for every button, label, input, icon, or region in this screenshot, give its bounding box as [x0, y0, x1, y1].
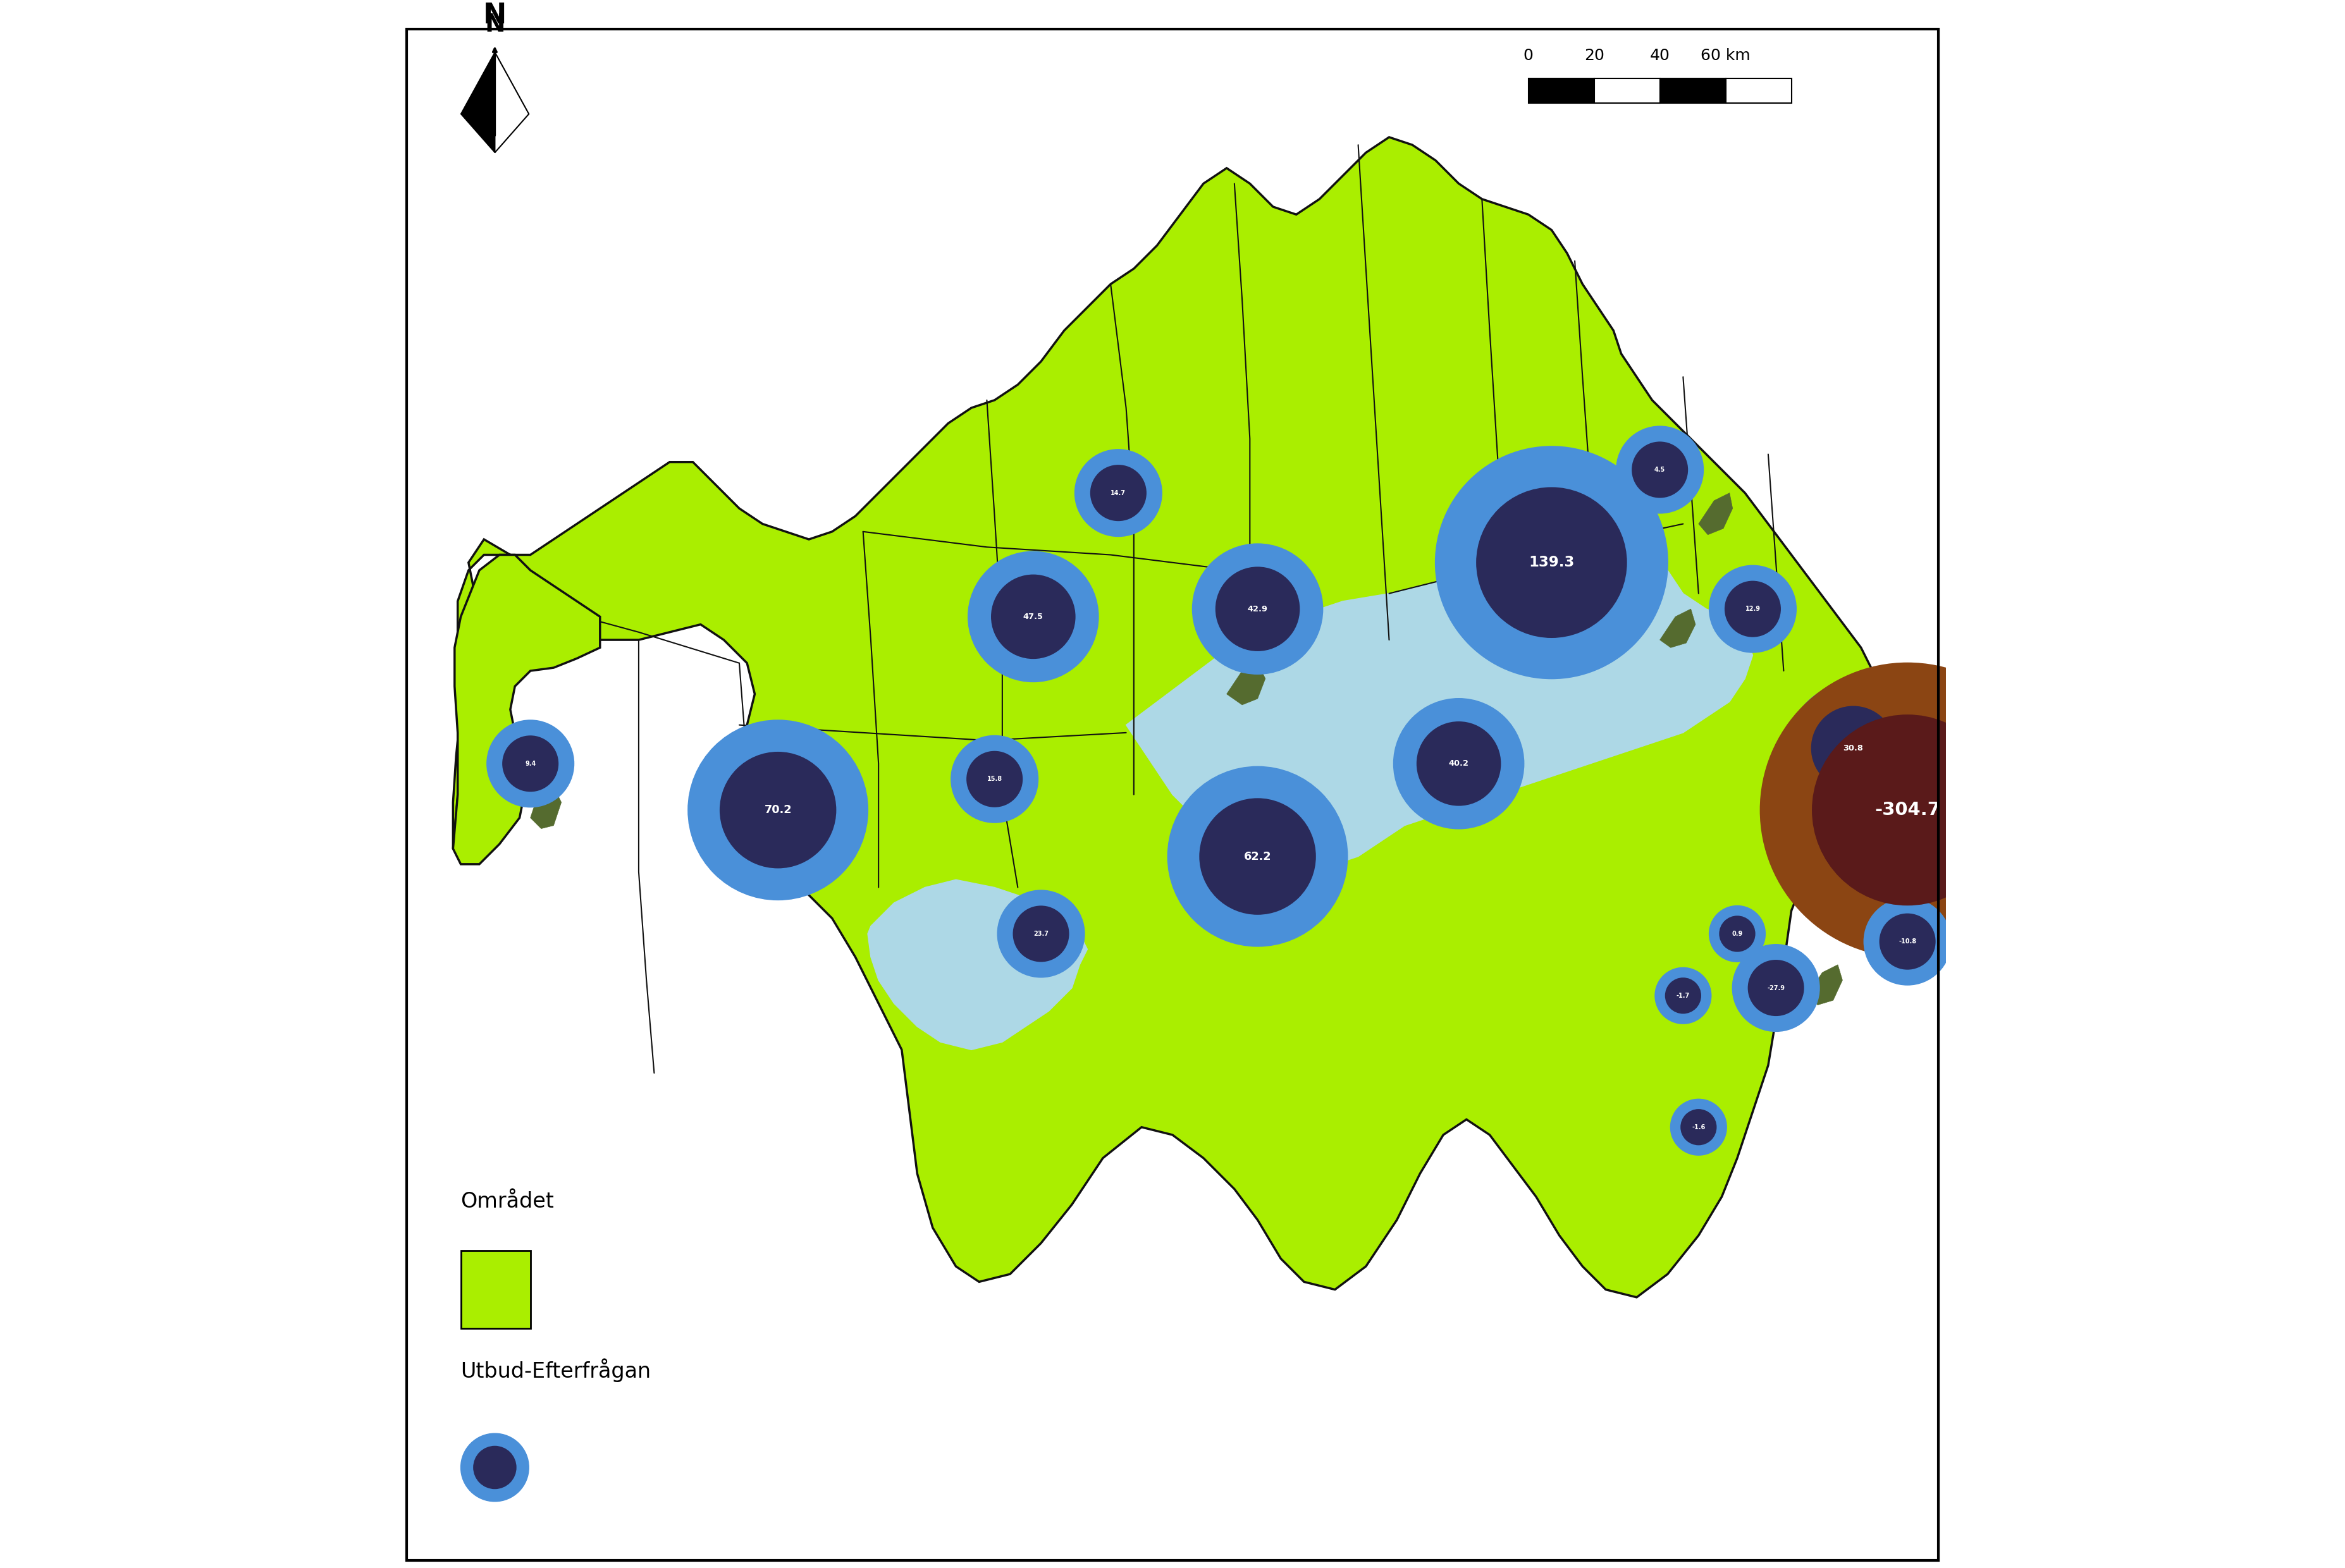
Circle shape	[1670, 1099, 1726, 1156]
Circle shape	[968, 552, 1097, 682]
Text: N: N	[485, 13, 504, 36]
Text: 15.8: 15.8	[987, 776, 1001, 782]
Polygon shape	[1226, 579, 1266, 616]
Circle shape	[1435, 447, 1667, 679]
Polygon shape	[1846, 903, 1881, 942]
Polygon shape	[1698, 492, 1733, 535]
Polygon shape	[1846, 795, 1881, 834]
Text: 40.2: 40.2	[1449, 759, 1468, 768]
Text: 23.7: 23.7	[1034, 931, 1048, 938]
Circle shape	[1168, 767, 1348, 946]
Text: Området: Området	[460, 1192, 553, 1212]
Bar	[1529, 78, 1595, 103]
Circle shape	[1475, 488, 1627, 638]
Polygon shape	[460, 52, 495, 152]
Circle shape	[1733, 944, 1820, 1032]
Circle shape	[1194, 544, 1323, 674]
Text: 12.9: 12.9	[1745, 605, 1761, 612]
Circle shape	[488, 720, 575, 808]
Circle shape	[992, 574, 1076, 659]
Text: 20: 20	[1583, 47, 1604, 63]
Circle shape	[997, 891, 1083, 977]
Circle shape	[1710, 906, 1766, 961]
Circle shape	[1810, 706, 1895, 790]
Polygon shape	[530, 787, 560, 828]
Polygon shape	[1226, 663, 1266, 706]
Circle shape	[952, 735, 1039, 823]
Text: -27.9: -27.9	[1768, 985, 1785, 991]
Text: 70.2: 70.2	[764, 804, 793, 815]
Polygon shape	[1660, 608, 1695, 648]
Bar	[1595, 78, 1660, 103]
Text: 0: 0	[1524, 47, 1534, 63]
Circle shape	[1878, 914, 1935, 969]
Bar	[1660, 78, 1726, 103]
Polygon shape	[1552, 563, 1590, 602]
Text: 30.8: 30.8	[1843, 745, 1864, 753]
Circle shape	[1215, 566, 1299, 651]
Polygon shape	[868, 880, 1088, 1051]
Circle shape	[1013, 906, 1069, 961]
Circle shape	[1665, 977, 1700, 1014]
Text: -10.8: -10.8	[1899, 938, 1916, 944]
Text: -1.7: -1.7	[1677, 993, 1691, 999]
Circle shape	[1719, 916, 1756, 952]
Text: 42.9: 42.9	[1248, 605, 1269, 613]
Polygon shape	[779, 833, 816, 875]
Text: 14.7: 14.7	[1112, 489, 1126, 495]
Circle shape	[1632, 442, 1688, 499]
Text: Utbud-Efterfrågan: Utbud-Efterfrågan	[460, 1358, 652, 1383]
Circle shape	[1393, 699, 1524, 828]
Polygon shape	[453, 555, 600, 864]
Text: 0.9: 0.9	[1733, 931, 1742, 938]
Circle shape	[1789, 684, 1918, 814]
Circle shape	[1656, 967, 1712, 1024]
Circle shape	[474, 1446, 516, 1490]
Circle shape	[1090, 464, 1147, 521]
Text: 139.3: 139.3	[1529, 555, 1573, 569]
Circle shape	[687, 720, 868, 900]
Circle shape	[502, 735, 558, 792]
Polygon shape	[453, 136, 1899, 1297]
Text: 4.5: 4.5	[1656, 467, 1665, 474]
Circle shape	[1681, 1109, 1717, 1145]
Polygon shape	[495, 52, 530, 152]
Text: 40: 40	[1651, 47, 1670, 63]
Circle shape	[1416, 721, 1501, 806]
Text: 47.5: 47.5	[1022, 613, 1044, 621]
Circle shape	[720, 751, 837, 869]
Text: 60 km: 60 km	[1700, 47, 1749, 63]
Text: -1.6: -1.6	[1691, 1124, 1705, 1131]
Circle shape	[1074, 450, 1161, 536]
Polygon shape	[1808, 964, 1843, 1005]
Circle shape	[966, 751, 1022, 808]
Polygon shape	[1126, 508, 1752, 872]
Circle shape	[1761, 663, 2054, 956]
Circle shape	[1198, 798, 1316, 914]
Text: -304.7: -304.7	[1874, 801, 1939, 818]
Circle shape	[1747, 960, 1803, 1016]
Bar	[460, 1251, 530, 1328]
Circle shape	[1710, 566, 1796, 652]
Text: 9.4: 9.4	[525, 760, 537, 767]
Text: N: N	[483, 2, 507, 28]
Circle shape	[1724, 580, 1780, 637]
Circle shape	[1864, 898, 1951, 985]
Bar	[1726, 78, 1792, 103]
Circle shape	[460, 1433, 530, 1502]
Circle shape	[1616, 426, 1702, 513]
Text: 62.2: 62.2	[1243, 851, 1271, 862]
Circle shape	[1813, 715, 2003, 906]
